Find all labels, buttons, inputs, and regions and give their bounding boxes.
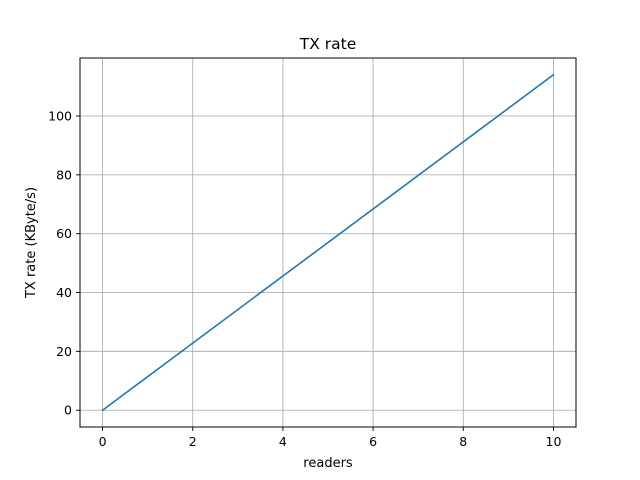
y-axis-ticks: 0 20 40 60 80 100 bbox=[48, 108, 80, 418]
y-tick-label: 20 bbox=[56, 344, 72, 359]
y-axis-label: TX rate (KByte/s) bbox=[24, 187, 39, 299]
y-tick-label: 60 bbox=[56, 226, 72, 241]
plot-frame bbox=[79, 57, 577, 428]
x-tick-label: 0 bbox=[99, 434, 107, 449]
x-tick-label: 10 bbox=[546, 434, 562, 449]
y-tick-label: 100 bbox=[48, 108, 72, 123]
grid-lines bbox=[80, 58, 576, 427]
x-tick-label: 4 bbox=[279, 434, 287, 449]
series-lines bbox=[101, 73, 555, 412]
x-axis-label: readers bbox=[303, 456, 353, 471]
x-tick-label: 8 bbox=[459, 434, 467, 449]
y-tick-label: 0 bbox=[64, 403, 72, 418]
y-tick-label: 40 bbox=[56, 285, 72, 300]
series-line bbox=[101, 73, 555, 412]
x-tick-label: 6 bbox=[369, 434, 377, 449]
x-axis-ticks: 0 2 4 6 8 10 bbox=[99, 427, 562, 449]
chart-title: TX rate bbox=[299, 35, 357, 53]
y-tick-label: 80 bbox=[56, 167, 72, 182]
x-tick-label: 2 bbox=[189, 434, 197, 449]
